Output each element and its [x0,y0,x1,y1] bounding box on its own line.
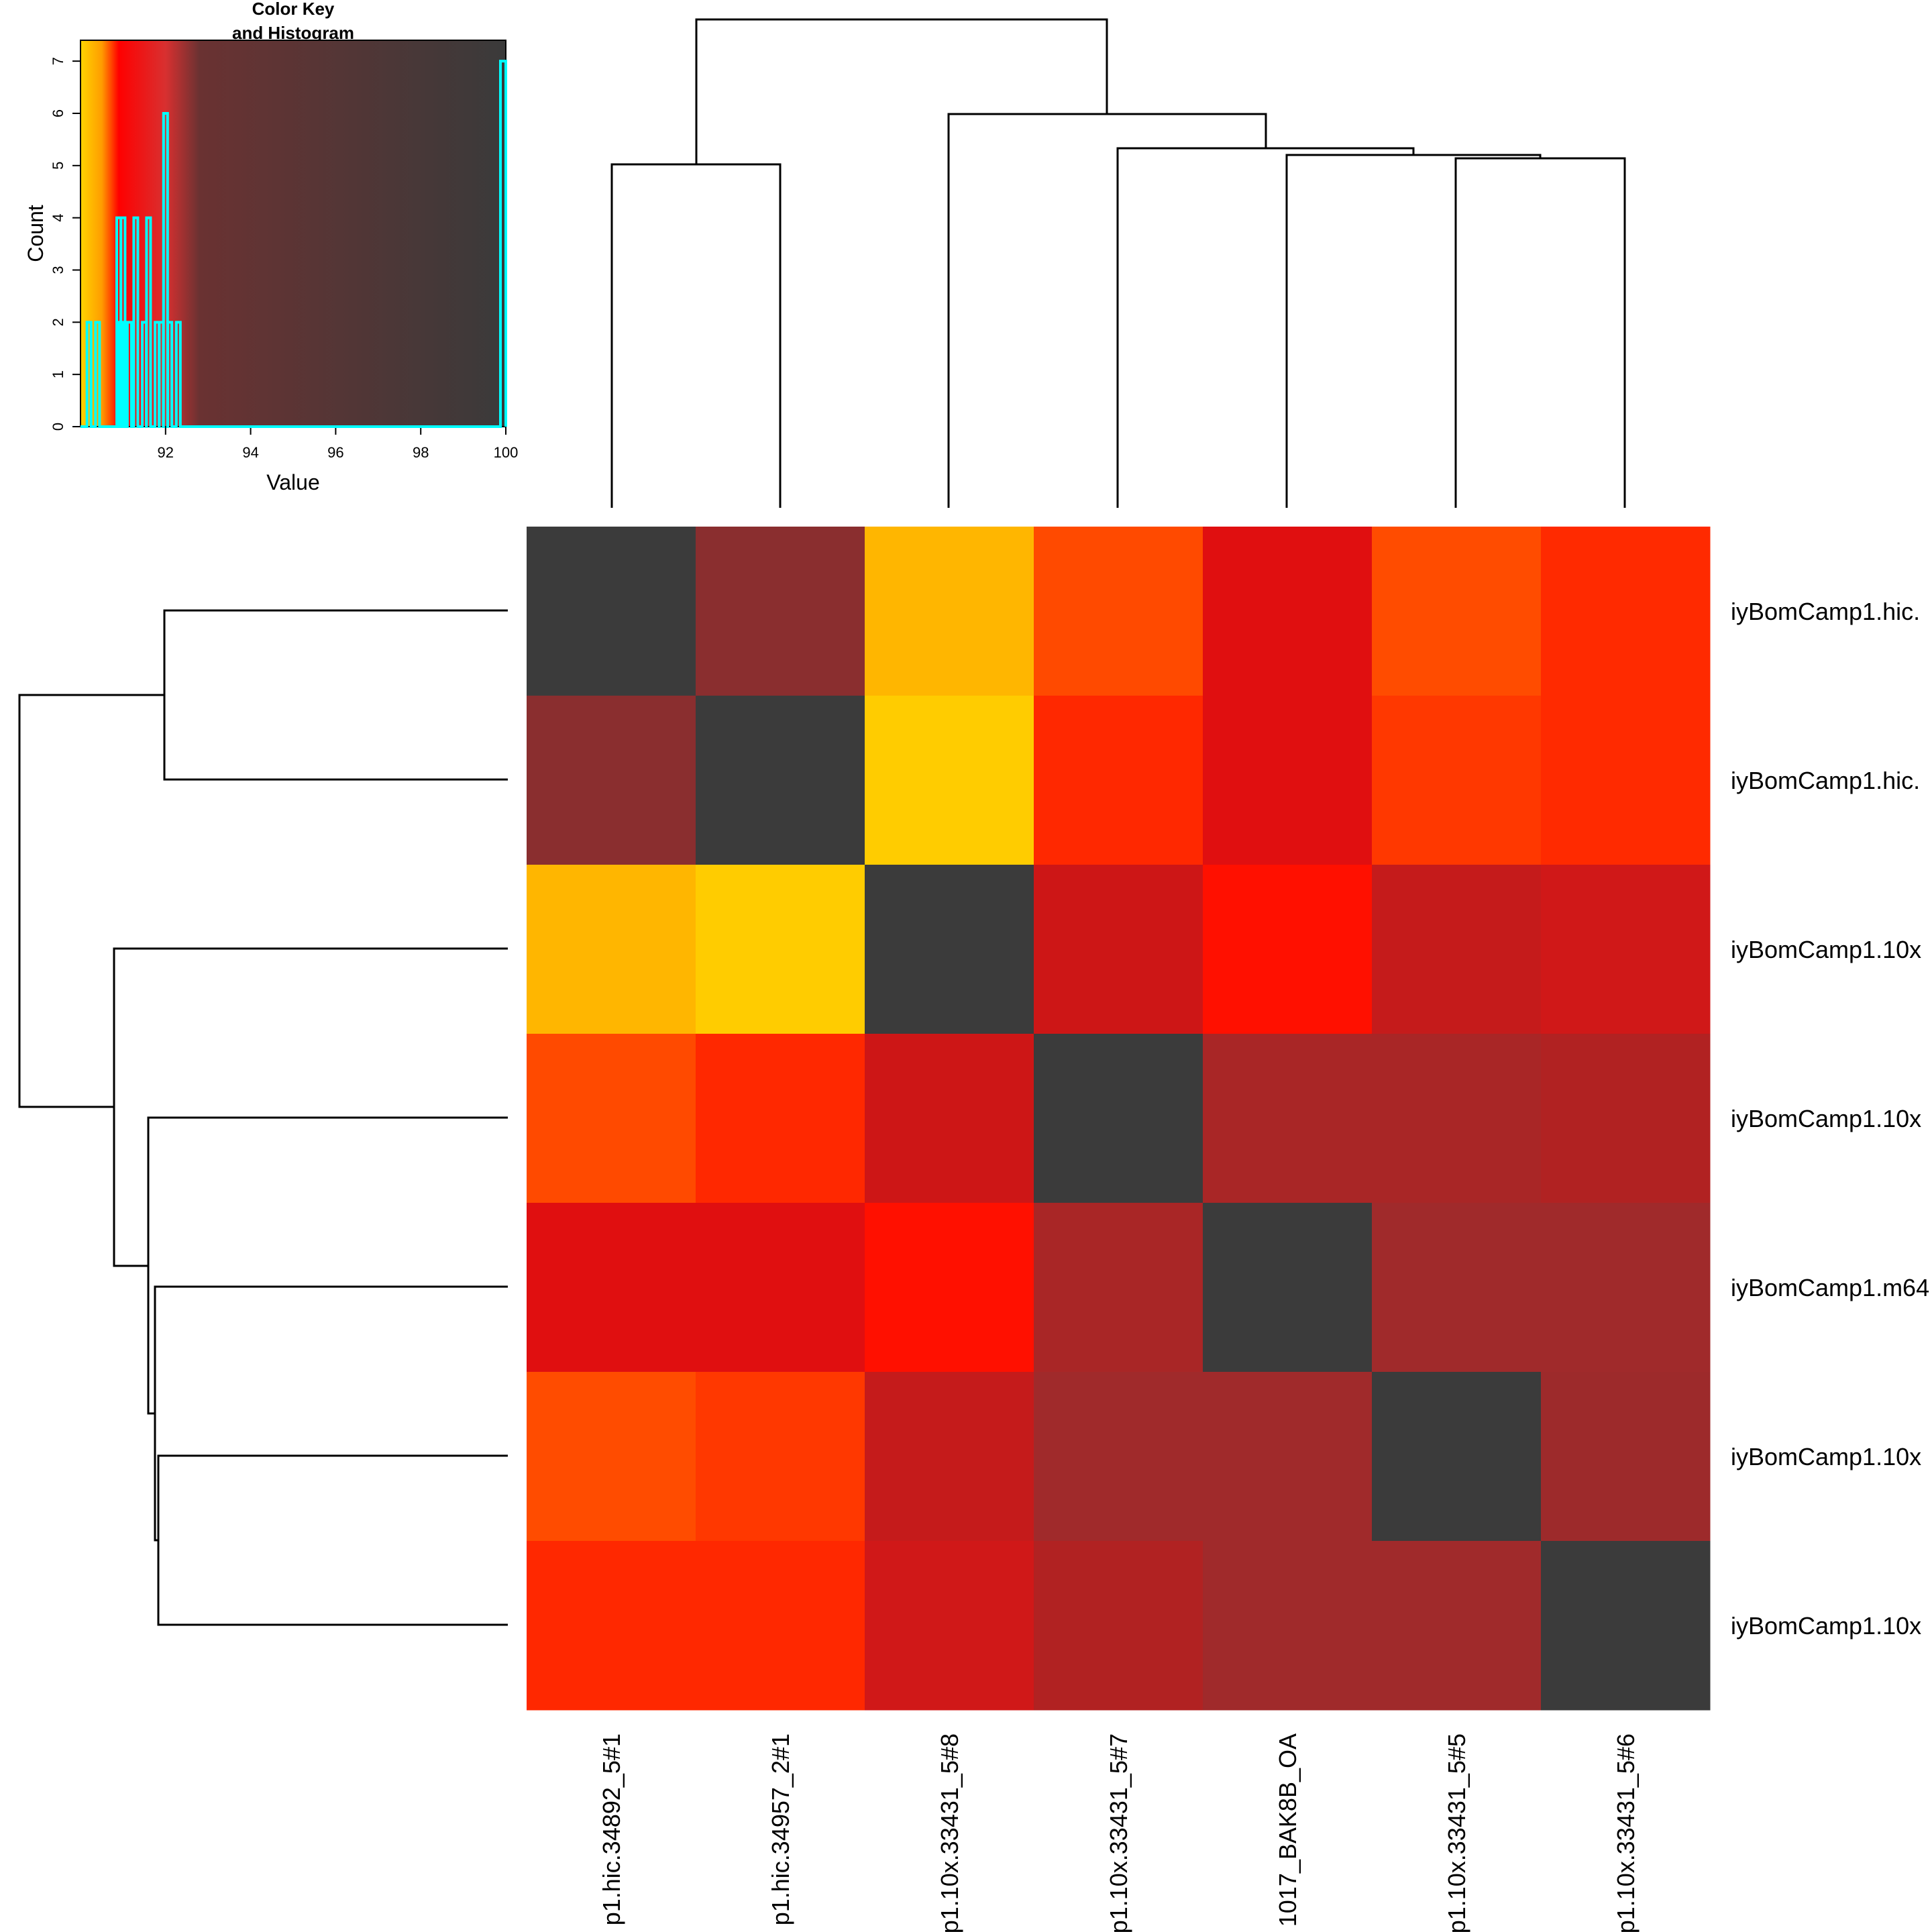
row-dendrogram [18,609,508,1626]
heatmap-cell-r1-c3 [865,527,1034,696]
heatmap-cell-r5-c4 [1034,1203,1203,1373]
col-label-4: p1.10x.33431_5#7 [1105,1733,1132,1932]
heatmap-cell-r4-c6 [1372,1034,1542,1203]
heatmap-cell-r1-c7 [1541,527,1711,696]
color-key: Color Key and Histogram 92 94 96 98 10001234… [23,0,518,494]
col-label-5: 1017_BAK8B_OA [1274,1733,1301,1927]
heatmap-cell-r2-c7 [1541,696,1711,865]
key-y-tick-label: 4 [50,214,66,222]
heatmap-cell-r7-c6 [1372,1541,1542,1711]
color-key-histogram [80,60,507,428]
heatmap-cell-r1-c1 [527,527,696,696]
heatmap-cell-r6-c5 [1203,1372,1373,1542]
col-label-6: p1.10x.33431_5#5 [1443,1733,1470,1932]
col-label-7: p1.10x.33431_5#6 [1612,1733,1640,1932]
heatmap-cell-r6-c1 [527,1372,696,1542]
heatmap-cell-r4-c4 [1034,1034,1203,1203]
key-y-tick-label: 6 [50,109,66,117]
heatmap-cell-r7-c1 [527,1541,696,1711]
key-x-tick-label: 98 [413,444,429,461]
heatmap-cell-r4-c1 [527,1034,696,1203]
heatmap-cell-r3-c3 [865,865,1034,1034]
heatmap-cell-r7-c3 [865,1541,1034,1711]
heatmap-cell-r6-c3 [865,1372,1034,1542]
heatmap-cell-r1-c6 [1372,527,1542,696]
row-dendro-link-root [18,694,164,1108]
heatmap-cell-r5-c5 [1203,1203,1373,1373]
key-x-tick-label: 100 [494,444,519,461]
row-label-7: iyBomCamp1.10x [1731,1612,1921,1640]
heatmap-cell-r2-c2 [696,696,865,865]
heatmap-cell-r4-c2 [696,1034,865,1203]
heatmap-cell-r7-c5 [1203,1541,1373,1711]
key-x-tick-label: 92 [158,444,174,461]
key-x-tick-label: 94 [242,444,258,461]
heatmap-cell-r6-c2 [696,1372,865,1542]
heatmap-cell-r2-c5 [1203,696,1373,865]
heatmap-cell-r7-c4 [1034,1541,1203,1711]
row-labels: iyBomCamp1.hic. iyBomCamp1.hic. iyBomCam… [1731,598,1929,1640]
heatmap-cell-r6-c7 [1541,1372,1711,1542]
heatmap-cell-r7-c2 [696,1541,865,1711]
heatmap-cell-r6-c4 [1034,1372,1203,1542]
heatmap-cell-r3-c4 [1034,865,1203,1034]
row-label-5: iyBomCamp1.m64 [1731,1274,1929,1301]
key-y-tick-label: 3 [50,266,66,274]
heatmap-cells [527,527,1711,1711]
heatmap-cell-r3-c5 [1203,865,1373,1034]
heatmap-cell-r2-c4 [1034,696,1203,865]
heatmap-cell-r3-c6 [1372,865,1542,1034]
heatmap-cell-r5-c3 [865,1203,1034,1373]
color-key-gradient [80,40,506,427]
heatmap-cell-r3-c2 [696,865,865,1034]
color-key-axes: 92 94 96 98 100 0 1 2 3 4 5 6 7 [50,57,518,461]
heatmap-cell-r1-c5 [1203,527,1373,696]
column-dendrogram [610,18,1626,508]
heatmap-cell-r3-c1 [527,865,696,1034]
heatmap-cell-r4-c7 [1541,1034,1711,1203]
col-label-2: p1.hic.34957_2#1 [767,1733,794,1925]
col-label-3: p1.10x.33431_5#8 [936,1733,963,1932]
heatmap-cell-r1-c4 [1034,527,1203,696]
heatmap-cell-r2-c1 [527,696,696,865]
color-key-xlabel: Value [266,470,319,494]
row-label-3: iyBomCamp1.10x [1731,936,1921,963]
key-y-tick-label: 7 [50,57,66,65]
key-x-tick-label: 96 [327,444,343,461]
heatmap-cell-r5-c2 [696,1203,865,1373]
key-y-tick-label: 5 [50,162,66,170]
col-label-1: p1.hic.34892_5#1 [598,1733,625,1925]
row-label-1: iyBomCamp1.hic. [1731,598,1920,625]
heatmap-cell-r6-c6 [1372,1372,1542,1542]
key-y-tick-label: 2 [50,318,66,326]
row-label-6: iyBomCamp1.10x [1731,1443,1921,1470]
heatmap-cell-r7-c7 [1541,1541,1711,1711]
color-key-title-line1: Color Key [252,0,335,19]
column-labels: p1.hic.34892_5#1 p1.hic.34957_2#1 p1.10x… [598,1733,1640,1932]
heatmap-cell-r2-c3 [865,696,1034,865]
heatmap-cell-r2-c6 [1372,696,1542,865]
row-label-4: iyBomCamp1.10x [1731,1105,1921,1132]
col-dendro-link-root [695,18,1108,164]
color-key-ylabel: Count [23,205,48,262]
heatmap-cell-r5-c1 [527,1203,696,1373]
row-label-2: iyBomCamp1.hic. [1731,767,1920,794]
heatmap-cell-r1-c2 [696,527,865,696]
heatmap-cell-r5-c7 [1541,1203,1711,1373]
key-y-tick-label: 0 [50,423,66,431]
heatmap-cell-r4-c3 [865,1034,1034,1203]
heatmap-cell-r4-c5 [1203,1034,1373,1203]
heatmap-cell-r3-c7 [1541,865,1711,1034]
key-y-tick-label: 1 [50,370,66,378]
heatmap-cell-r5-c6 [1372,1203,1542,1373]
